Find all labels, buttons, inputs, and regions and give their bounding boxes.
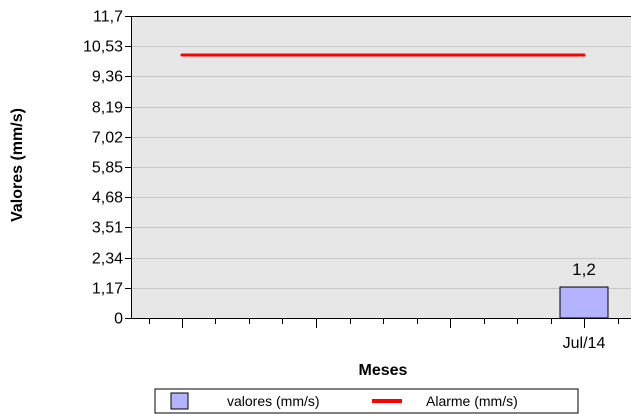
y-tick-label: 7,02 [92, 130, 123, 147]
y-tick-label: 11,7 [93, 9, 123, 26]
y-tick-label: 3,51 [92, 220, 123, 237]
legend-frame [154, 388, 579, 414]
y-tick-label: 10,53 [83, 39, 123, 56]
legend-bar-swatch [170, 392, 189, 410]
grid-lines [131, 46, 631, 289]
x-axis: Jul/14 [131, 318, 631, 352]
y-axis-title: Valores (mm/s) [9, 108, 26, 222]
y-tick-label: 9,36 [92, 69, 123, 86]
y-tick-label: 1,17 [92, 281, 123, 298]
y-axis: 0 1,17 2,34 3,51 4,68 5,85 7,02 8,19 9,36 10,53 11… [83, 9, 631, 328]
bar-data-label: 1,2 [572, 260, 596, 279]
legend-label-alarme: Alarme (mm/s) [426, 393, 518, 409]
y-tick-label: 5,85 [92, 160, 123, 177]
x-axis-title: Meses [359, 362, 408, 379]
legend: valores (mm/s) Alarme (mm/s) [154, 388, 579, 414]
bars [559, 286, 609, 319]
x-tick-label: Jul/14 [563, 335, 606, 352]
y-tick-label: 4,68 [92, 190, 123, 207]
data-labels: 1,2 [572, 260, 596, 279]
legend-label-valores: valores (mm/s) [227, 393, 320, 409]
bar [559, 286, 609, 319]
y-tick-label: 8,19 [92, 100, 123, 117]
y-tick-label: 2,34 [92, 251, 123, 268]
y-tick-label: 0 [114, 311, 123, 328]
